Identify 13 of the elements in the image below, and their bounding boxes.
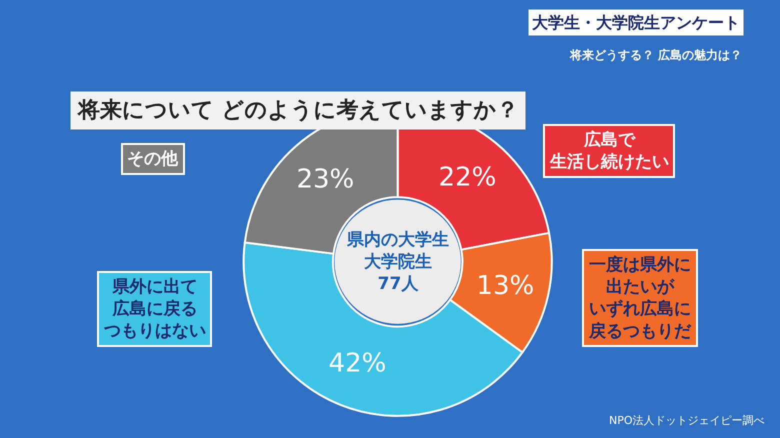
data-label: 13% (476, 270, 534, 301)
data-label: 22% (438, 162, 496, 193)
slice-label: 一度は県外に出たいがいずれ広島に戻るつもりだ (588, 255, 692, 342)
slice-label: その他 (127, 149, 179, 169)
chart-title: 将来について どのように考えていますか？ (77, 98, 519, 123)
chart-subtitle: 将来どうする？ 広島の魅力は？ (569, 48, 742, 62)
text: 大学生・大学院生アンケート (532, 13, 740, 32)
slice-label: 県外に出て広島に戻るつもりはない (103, 277, 206, 342)
text: NPO法人ドットジェイピー調べ (609, 414, 765, 427)
slice-label: 広島で生活し続けたい (549, 130, 669, 172)
text: 県内の大学生大学院生77人 (346, 230, 449, 294)
data-label: 23% (296, 164, 354, 195)
data-label: 42% (328, 348, 386, 379)
